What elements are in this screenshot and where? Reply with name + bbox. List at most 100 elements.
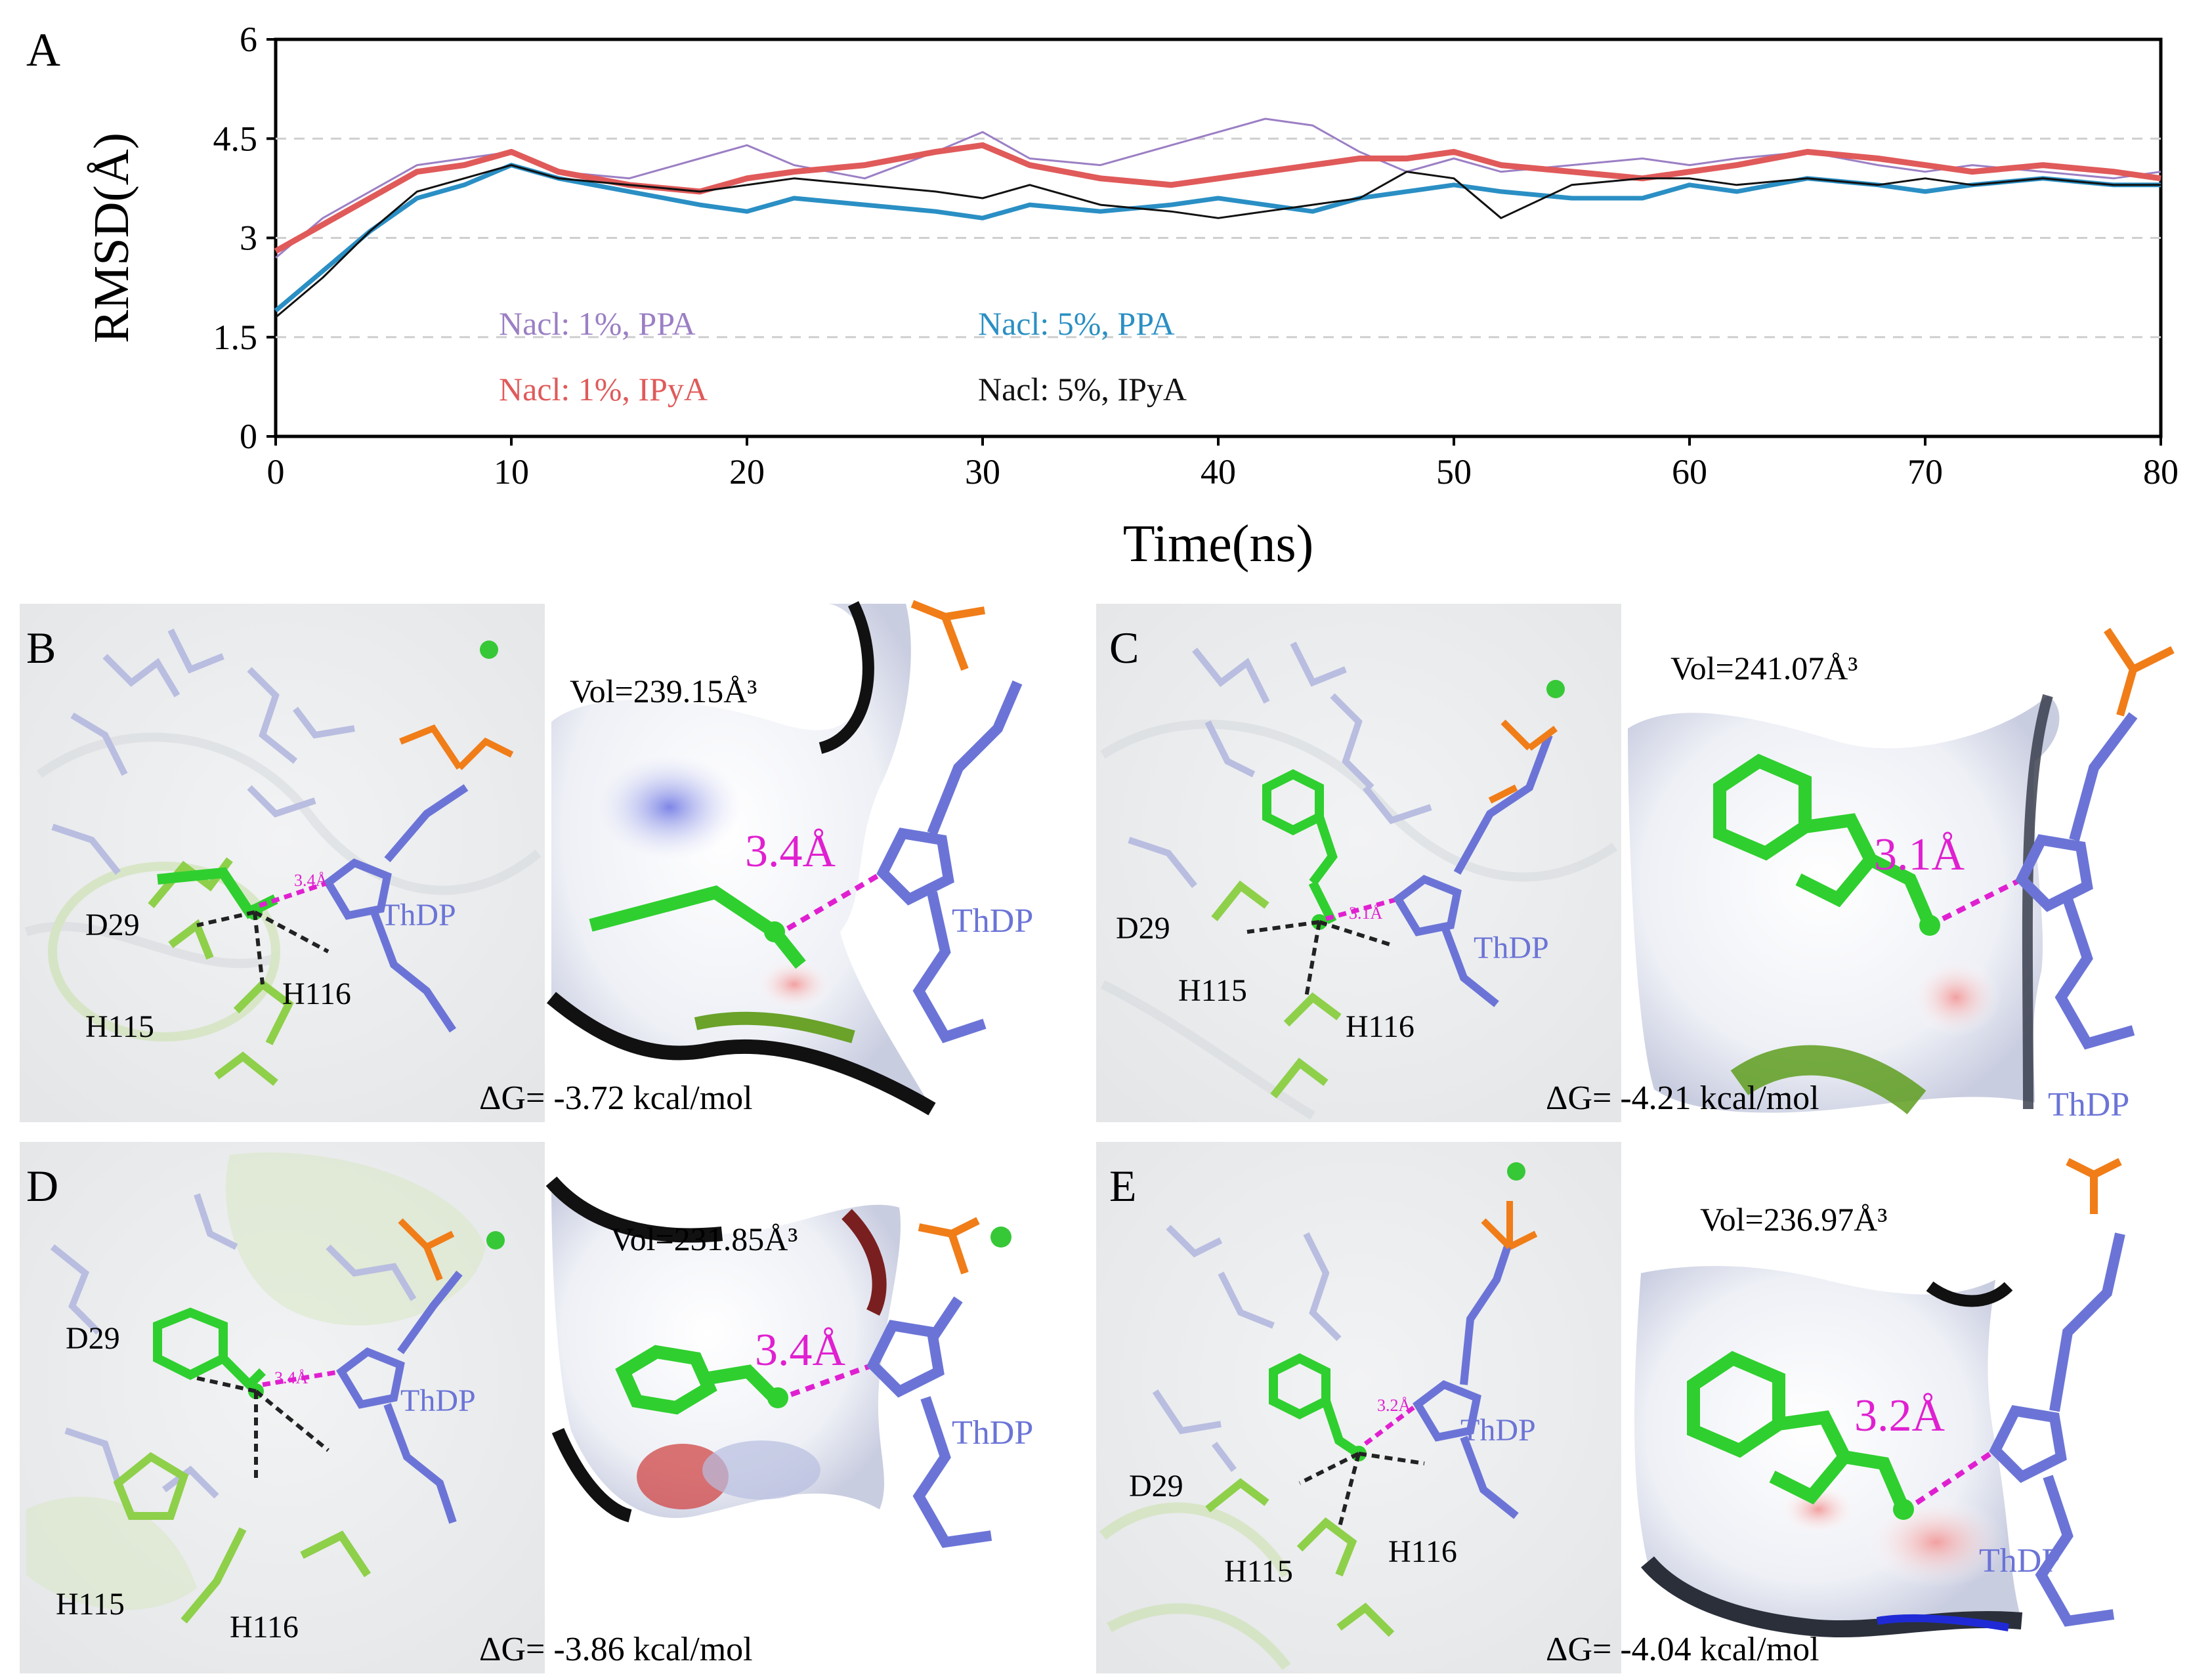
- panel-e-thdp-label-left: ThDP: [1460, 1413, 1536, 1448]
- panel-c-thdp-label-right: ThDP: [2048, 1086, 2129, 1124]
- panel-d-volume: Vol=231.85Å³: [610, 1221, 798, 1257]
- panel-c: C 3.1Å ThDP D29 H115 H116 Vol=241.07Å³ 3…: [1096, 604, 2184, 1124]
- panel-b-thdp-left: [323, 784, 469, 1033]
- panel-b-pocket-surface: [551, 604, 932, 1109]
- panel-c-residue-h115: H115: [1178, 973, 1247, 1008]
- x-tick-label: 10: [494, 452, 529, 492]
- panel-e-distance-line-left: [1363, 1402, 1420, 1446]
- y-tick-label: 1.5: [213, 318, 258, 357]
- panel-d-ligand-left: [153, 1307, 266, 1391]
- panel-d-catalytic-residues: [113, 1452, 371, 1624]
- panel-d-pocket-blue-region: [702, 1440, 820, 1500]
- x-tick-label: 60: [1672, 452, 1707, 492]
- panel-e-distance-label-left: 3.2Å: [1377, 1396, 1411, 1415]
- panel-b-pocket-green-rim: [694, 1011, 855, 1043]
- panel-b-protein-ribbon: [24, 732, 542, 1041]
- panel-b-phosphate: [399, 724, 514, 770]
- panel-e-residue-d29: D29: [1129, 1469, 1183, 1503]
- panel-b-distance-label-right: 3.4Å: [745, 826, 836, 877]
- panel-b-pocket-edge-top: [819, 600, 874, 754]
- panel-e-pocket-edge-top: [1926, 1281, 2013, 1307]
- panel-b-residue-h116: H116: [282, 976, 351, 1011]
- legend-entry: Nacl: 5%, PPA: [978, 305, 1175, 342]
- panel-d-phosphate-right: [918, 1217, 980, 1274]
- panel-c-ligand-atom-right: [1919, 915, 1940, 936]
- panel-letter-b: B: [26, 623, 56, 673]
- panel-e-ligand-atom-right: [1893, 1499, 1914, 1520]
- x-tick-label: 0: [267, 452, 285, 492]
- panel-e-pocket-blue-rim: [1877, 1614, 2009, 1631]
- panel-c-phosphate: [1488, 719, 1558, 804]
- panel-b-pocket-edge: [546, 992, 936, 1116]
- panel-d-pocket-red-region: [637, 1444, 729, 1509]
- y-tick-label: 6: [240, 20, 257, 59]
- y-tick-label: 4.5: [213, 119, 258, 158]
- panel-e-volume: Vol=236.97Å³: [1700, 1201, 1887, 1238]
- panel-d-thdp-label-left: ThDP: [400, 1383, 476, 1418]
- panel-d-ligand-right: [615, 1345, 780, 1415]
- panel-c-delta-g: ΔG= -4.21 kcal/mol: [1546, 1080, 1819, 1117]
- panel-c-phosphate-right: [2104, 627, 2175, 717]
- panel-letter-d: D: [26, 1161, 58, 1211]
- series-line: [274, 142, 2161, 254]
- panel-d-residue-sticks: [50, 1193, 417, 1499]
- panel-e-delta-g: ΔG= -4.04 kcal/mol: [1546, 1631, 1819, 1668]
- panel-e-distance-label-right: 3.2Å: [1854, 1391, 1946, 1441]
- panel-b-distance-label-left: 3.4Å: [294, 871, 328, 890]
- panel-c-residue-h116: H116: [1346, 1009, 1415, 1044]
- panel-b-residue-sticks: [51, 628, 355, 875]
- panel-d-pocket-edge-top: [545, 1176, 723, 1243]
- panel-d-distance-label-left: 3.4Å: [274, 1368, 308, 1387]
- panel-letter-e: E: [1109, 1161, 1137, 1211]
- panel-d-thdp-label-right: ThDP: [952, 1414, 1033, 1452]
- panel-b-distance-line-right: [786, 870, 885, 931]
- panel-d-ligand-atom-right: [767, 1387, 788, 1408]
- x-tick-label: 20: [729, 452, 765, 492]
- panel-c-thdp-right: [2015, 712, 2138, 1050]
- panel-e-thdp-label-right: ThDP: [1979, 1542, 2060, 1580]
- panel-c-residue-sticks: [1128, 641, 1432, 889]
- panel-b-hbonds: [196, 910, 330, 985]
- panel-b-thdp-label-right: ThDP: [952, 902, 1033, 940]
- panel-c-catalytic-residues: [1211, 880, 1342, 1099]
- panel-c-distance-label-right: 3.1Å: [1874, 830, 1965, 880]
- x-tick-label: 40: [1201, 452, 1236, 492]
- panel-e-ligand-left: [1269, 1353, 1361, 1458]
- y-tick-label: 0: [240, 417, 257, 456]
- panel-c-distance-label-left: 3.1Å: [1349, 904, 1383, 923]
- panel-b-ligand-atom-right: [764, 921, 785, 942]
- panel-b-residue-d29: D29: [85, 908, 140, 942]
- rmsd-chart: 01.534.560 10 20 30 40 50 60 70 80Time(ns)RMSD(Å…: [84, 20, 2179, 573]
- panel-d-hbonds: [196, 1376, 330, 1483]
- x-tick-label: 30: [965, 452, 1000, 492]
- panel-b-ion: [480, 640, 498, 659]
- panel-b-thdp-right: [876, 680, 1023, 1043]
- panel-b-delta-g: ΔG= -3.72 kcal/mol: [479, 1080, 753, 1117]
- legend-entry: Nacl: 1%, PPA: [499, 305, 696, 342]
- panel-e-residue-h116: H116: [1388, 1534, 1457, 1569]
- x-axis-label: Time(ns): [1123, 515, 1313, 573]
- panel-c-ligand-left: [1262, 769, 1338, 925]
- panel-e-thdp-right: [1989, 1232, 2125, 1627]
- panel-b-pocket-blue-region: [597, 755, 742, 860]
- panel-d-residue-d29: D29: [66, 1321, 120, 1356]
- panel-c-ligand-right: [1713, 753, 1936, 928]
- legend-entry: Nacl: 5%, IPyA: [978, 371, 1187, 408]
- panel-e-ion: [1507, 1162, 1525, 1181]
- panel-d-delta-g: ΔG= -3.86 kcal/mol: [479, 1631, 753, 1668]
- panel-c-volume: Vol=241.07Å³: [1670, 650, 1858, 686]
- panel-b: B 3.4Å ThDP D29 H115 H116 Vol=239.15Å³ 3…: [20, 600, 1070, 1122]
- panel-b-thdp-label-left: ThDP: [381, 898, 456, 933]
- panel-e-thdp-left: [1413, 1239, 1519, 1519]
- panel-b-residue-h115: H115: [85, 1009, 154, 1044]
- panel-e-residue-sticks: [1152, 1225, 1342, 1472]
- panel-d-residue-h116: H116: [230, 1610, 299, 1645]
- x-tick-label: 80: [2143, 452, 2179, 492]
- panel-e-catalytic-residues: [1205, 1478, 1395, 1637]
- panel-d-ion: [486, 1231, 505, 1250]
- panel-d-distance-line-left: [262, 1369, 342, 1387]
- panel-e-phosphate-right: [2066, 1158, 2122, 1214]
- panel-e-left-background: [1096, 1142, 1621, 1673]
- panel-c-thdp-label-left: ThDP: [1474, 931, 1549, 965]
- panel-b-phosphate-right: [910, 600, 985, 671]
